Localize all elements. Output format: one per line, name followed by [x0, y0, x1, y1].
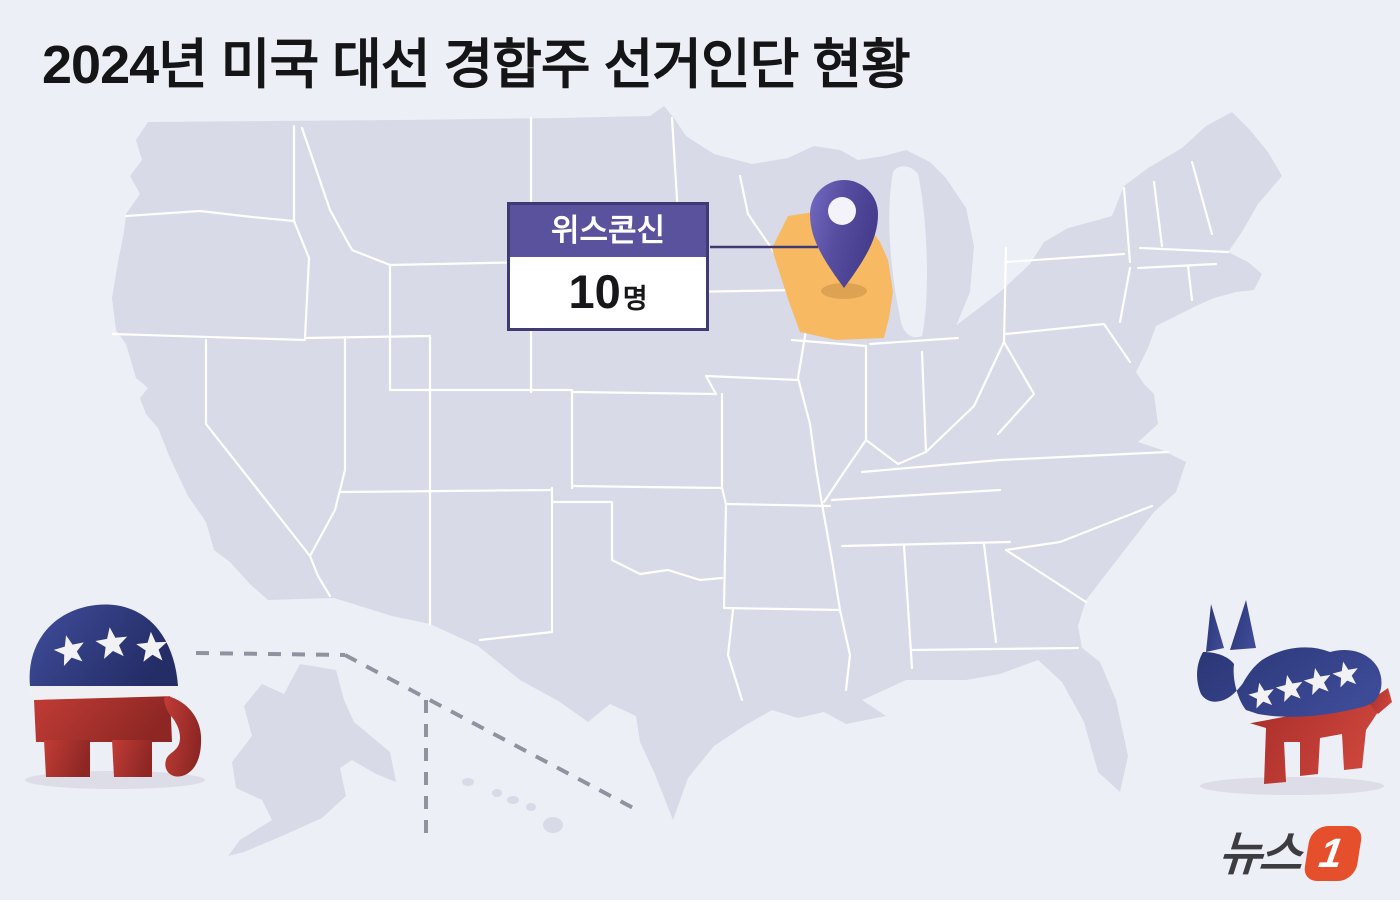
lake-michigan	[889, 166, 927, 338]
pin-shadow	[821, 283, 867, 299]
hawaii-islands	[462, 778, 563, 833]
us-mainland	[112, 106, 1282, 820]
news1-logo: 뉴스 1	[1217, 826, 1364, 881]
electors-value: 10	[568, 265, 621, 318]
callout-electors: 10 명	[510, 257, 706, 328]
state-borders	[111, 116, 1230, 702]
electors-unit: 명	[622, 284, 648, 314]
state-callout: 위스콘신 10 명	[507, 202, 709, 331]
news1-logo-text: 뉴스	[1217, 827, 1302, 880]
news1-number: 1	[1316, 830, 1347, 876]
callout-state-name: 위스콘신	[510, 205, 706, 257]
republican-elephant-icon	[25, 604, 205, 789]
democratic-donkey-icon	[1197, 600, 1392, 795]
page-title: 2024년 미국 대선 경합주 선거인단 현황	[42, 35, 911, 95]
inset-divider-dashed-line	[195, 651, 638, 833]
alaska	[228, 664, 396, 856]
location-pin-icon	[810, 180, 878, 299]
news1-number-badge: 1	[1303, 826, 1364, 881]
